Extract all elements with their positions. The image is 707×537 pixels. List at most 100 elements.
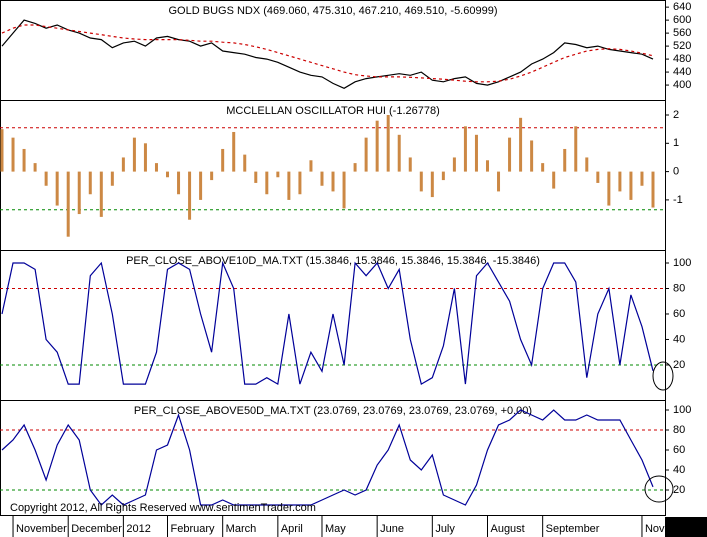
bar — [210, 171, 214, 181]
bar — [132, 137, 136, 172]
x-tick-label: August — [490, 523, 524, 535]
y-tick-label: 80 — [673, 424, 685, 436]
y-tick-label: -1 — [673, 194, 683, 206]
bar — [519, 117, 523, 172]
y-tick-label: 80 — [673, 282, 685, 294]
bar — [629, 171, 633, 200]
x-tick-label: Nove — [645, 523, 671, 535]
y-tick-label: 100 — [673, 404, 691, 416]
y-tick-label: 560 — [673, 27, 691, 39]
bar — [651, 171, 655, 208]
bar — [585, 157, 589, 172]
bar — [563, 148, 567, 172]
x-tick-label: May — [325, 523, 346, 535]
copyright: Copyright 2012, All Rights Reserved www.… — [10, 502, 316, 514]
bar — [541, 163, 545, 172]
bar — [497, 171, 501, 192]
y-tick-label: 640 — [673, 1, 691, 13]
y-tick-label: 480 — [673, 53, 691, 65]
bar — [375, 120, 379, 172]
x-tick-label: 2012 — [126, 523, 150, 535]
bar — [552, 171, 556, 189]
bar — [188, 171, 192, 220]
bar — [276, 171, 280, 178]
y-tick-label: 2 — [673, 109, 679, 121]
bar — [607, 171, 611, 206]
corner-box — [665, 517, 707, 537]
bar — [386, 115, 390, 172]
y-tick-label: 1 — [673, 137, 679, 149]
bar — [0, 129, 4, 172]
bar — [408, 157, 412, 172]
y-tick-label: 60 — [673, 308, 685, 320]
bar — [11, 137, 15, 172]
bar — [441, 171, 445, 181]
x-tick-label: September — [546, 523, 600, 535]
bar — [110, 171, 114, 186]
x-tick-label: November — [16, 523, 67, 535]
bar — [353, 163, 357, 172]
bar — [55, 171, 59, 206]
bar — [474, 134, 478, 172]
bar — [298, 171, 302, 195]
y-tick-label: 440 — [673, 66, 691, 78]
bar — [618, 171, 622, 192]
bar — [77, 171, 81, 215]
bar — [221, 148, 225, 172]
bar — [121, 157, 125, 172]
series-line — [1, 19, 654, 89]
bar — [485, 160, 489, 172]
y-tick-label: 60 — [673, 444, 685, 456]
bar — [596, 171, 600, 183]
x-tick-label: December — [71, 523, 122, 535]
series-line — [1, 24, 654, 83]
x-tick-label: April — [281, 523, 303, 535]
y-tick-label: 40 — [673, 333, 685, 345]
bar — [199, 171, 203, 200]
bar — [44, 171, 48, 186]
panel-title: PER_CLOSE_ABOVE10D_MA.TXT (15.3846, 15.3… — [126, 255, 540, 267]
bar — [243, 154, 247, 172]
y-tick-label: 600 — [673, 14, 691, 26]
y-tick-label: 20 — [673, 484, 685, 496]
bar — [177, 171, 181, 195]
x-tick-label: July — [435, 523, 455, 535]
y-tick-label: 0 — [673, 166, 679, 178]
bar — [463, 126, 467, 172]
bar — [397, 134, 401, 172]
panel-title: MCCLELLAN OSCILLATOR HUI (-1.26778) — [226, 105, 440, 117]
x-tick-label: June — [380, 523, 404, 535]
bar — [430, 171, 434, 198]
highlight-circle — [652, 361, 674, 391]
series-line — [1, 409, 654, 506]
x-tick-label: March — [226, 523, 257, 535]
y-tick-label: 40 — [673, 464, 685, 476]
panel-title: GOLD BUGS NDX (469.060, 475.310, 467.210… — [169, 5, 498, 17]
highlight-circle — [644, 475, 674, 503]
bar — [640, 171, 644, 186]
bar — [166, 171, 170, 178]
series-line — [1, 260, 654, 386]
y-tick-label: 20 — [673, 359, 685, 371]
bar — [452, 157, 456, 172]
bar — [33, 163, 37, 172]
bar — [320, 171, 324, 186]
x-tick-label: February — [171, 523, 216, 535]
bar — [287, 171, 291, 200]
y-tick-label: 100 — [673, 257, 691, 269]
bar — [88, 171, 92, 195]
y-tick-label: 520 — [673, 40, 691, 52]
y-tick-label: 400 — [673, 79, 691, 91]
bar — [66, 171, 70, 237]
bar — [419, 171, 423, 192]
bar — [254, 171, 258, 183]
bar — [530, 140, 534, 172]
bar — [574, 126, 578, 172]
bar — [143, 143, 147, 172]
panel-frame — [0, 400, 666, 516]
bar — [265, 171, 269, 195]
bar — [99, 171, 103, 217]
bar — [232, 131, 236, 172]
